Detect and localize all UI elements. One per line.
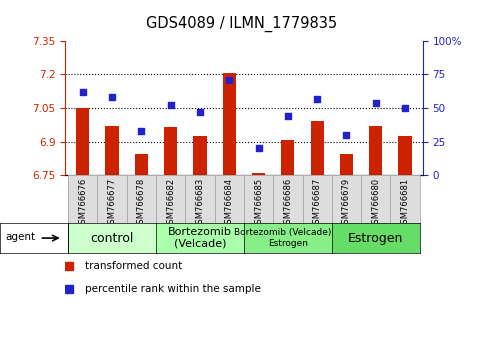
Bar [398, 136, 412, 175]
Bar [105, 126, 119, 175]
Text: GDS4089 / ILMN_1779835: GDS4089 / ILMN_1779835 [146, 16, 337, 32]
Bar [223, 73, 236, 175]
Text: control: control [90, 232, 134, 245]
Point [255, 145, 262, 151]
Text: GSM766681: GSM766681 [400, 178, 410, 229]
Text: GSM766684: GSM766684 [225, 178, 234, 229]
Point [196, 109, 204, 115]
Bar [76, 108, 89, 175]
Point [226, 77, 233, 82]
Text: GSM766683: GSM766683 [196, 178, 204, 229]
Bar [281, 141, 295, 175]
Text: GSM766680: GSM766680 [371, 178, 380, 229]
Text: GSM766682: GSM766682 [166, 178, 175, 229]
Text: GSM766685: GSM766685 [254, 178, 263, 229]
Text: Bortezomib (Velcade) +
Estrogen: Bortezomib (Velcade) + Estrogen [234, 228, 342, 248]
Text: Estrogen: Estrogen [348, 232, 403, 245]
Bar [340, 154, 353, 175]
Bar [369, 126, 383, 175]
Text: GSM766676: GSM766676 [78, 178, 87, 229]
Point [108, 95, 116, 100]
Point [284, 113, 292, 119]
Text: transformed count: transformed count [85, 261, 182, 272]
Text: agent: agent [5, 232, 36, 241]
Text: GSM766687: GSM766687 [313, 178, 322, 229]
Point [79, 89, 86, 95]
Point [138, 128, 145, 134]
Bar [311, 121, 324, 175]
Text: GSM766686: GSM766686 [284, 178, 292, 229]
Text: percentile rank within the sample: percentile rank within the sample [85, 284, 261, 295]
Point [342, 132, 350, 138]
Bar [252, 172, 265, 175]
Bar [135, 154, 148, 175]
Point [401, 105, 409, 111]
Text: Bortezomib
(Velcade): Bortezomib (Velcade) [168, 227, 232, 249]
Bar [193, 136, 207, 175]
Point [372, 100, 380, 105]
Point [167, 102, 174, 108]
Bar [164, 127, 177, 175]
Text: GSM766677: GSM766677 [108, 178, 116, 229]
Text: GSM766678: GSM766678 [137, 178, 146, 229]
Point [313, 96, 321, 101]
Text: GSM766679: GSM766679 [342, 178, 351, 229]
